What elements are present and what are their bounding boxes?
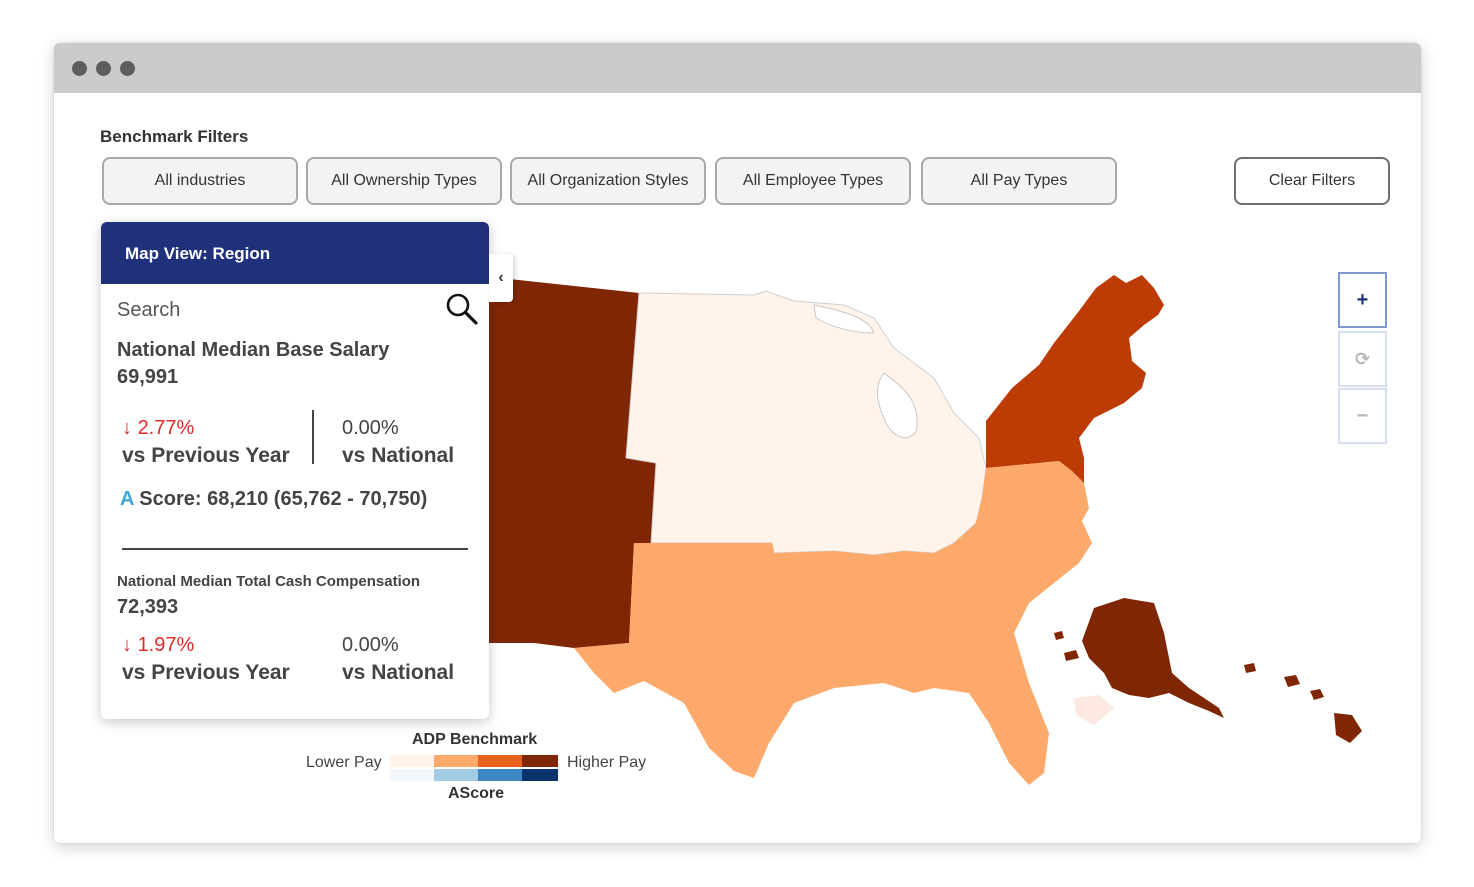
legend-ascore-swatch-2 [434, 769, 478, 781]
legend-low-label: Lower Pay [306, 754, 382, 771]
window-titlebar [54, 43, 1421, 93]
base-salary-label: National Median Base Salary [117, 339, 390, 361]
region-south[interactable] [574, 461, 1092, 785]
window-dot-minimize[interactable] [96, 61, 111, 76]
region-midwest[interactable] [625, 290, 987, 556]
zoom-in-button[interactable]: + [1338, 272, 1387, 328]
browser-window: Benchmark Filters All industries All Own… [54, 43, 1421, 843]
total-cash-national-label: vs National [342, 661, 455, 684]
panel-collapse-button[interactable]: ‹ [489, 254, 513, 302]
region-alaska[interactable] [1082, 598, 1224, 718]
base-salary-national-pct: 0.00% [342, 417, 399, 439]
arrow-down-icon: ↓ [122, 634, 132, 656]
arrow-down-icon: ↓ [122, 417, 132, 439]
region-northeast[interactable] [986, 275, 1164, 471]
zoom-out-button[interactable]: − [1338, 388, 1387, 444]
region-west[interactable] [454, 273, 656, 648]
total-cash-prev-year-change: ↓ 1.97% [122, 634, 194, 657]
filter-organization-button[interactable]: All Organization Styles [510, 157, 706, 205]
ascore-text: Score: 68,210 (65,762 - 70,750) [139, 488, 428, 510]
zoom-reset-button[interactable]: ⟳ [1338, 331, 1387, 387]
region-hawaii[interactable] [1334, 713, 1362, 743]
base-salary-value: 69,991 [117, 366, 179, 388]
alaska-panhandle-light [1074, 695, 1114, 725]
total-cash-prev-year-pct: 1.97% [137, 634, 195, 656]
panel-title: Map View: Region [101, 222, 489, 284]
stat-divider [312, 410, 314, 464]
search-label[interactable]: Search [117, 299, 181, 321]
ascore-letter: A [120, 488, 134, 510]
clear-filters-button[interactable]: Clear Filters [1234, 157, 1390, 205]
legend-ascore-swatch-3 [478, 769, 522, 781]
hawaii-islands [1244, 663, 1324, 700]
panel-divider [122, 548, 468, 550]
window-dot-close[interactable] [72, 61, 87, 76]
legend-pay-swatch-1 [390, 755, 434, 767]
region-map [390, 273, 1362, 785]
window-dot-maximize[interactable] [120, 61, 135, 76]
search-icon[interactable] [445, 292, 479, 326]
lake-superior [813, 304, 875, 334]
total-cash-value: 72,393 [117, 596, 179, 618]
total-cash-label: National Median Total Cash Compensation [117, 573, 421, 590]
legend-title: ADP Benchmark [412, 731, 538, 748]
base-salary-national-label: vs National [342, 444, 455, 467]
legend-high-label: Higher Pay [567, 754, 647, 771]
map-info-panel: Map View: Region Search National Median … [101, 222, 489, 719]
total-cash-prev-year-label: vs Previous Year [122, 661, 290, 684]
filter-employee-button[interactable]: All Employee Types [715, 157, 911, 205]
filter-ownership-button[interactable]: All Ownership Types [306, 157, 502, 205]
total-cash-national-pct: 0.00% [342, 634, 399, 656]
legend-ascore-swatch-4 [522, 769, 558, 781]
alaska-islands [1054, 631, 1079, 661]
legend-pay-swatch-4 [522, 755, 558, 767]
legend-ascore-label: AScore [448, 785, 505, 802]
legend-pay-swatch-2 [434, 755, 478, 767]
benchmark-filters-title: Benchmark Filters [100, 127, 249, 146]
base-salary-prev-year-change: ↓ 2.77% [122, 417, 194, 440]
base-salary-prev-year-label: vs Previous Year [122, 444, 290, 467]
great-lakes [877, 372, 918, 439]
base-salary-prev-year-pct: 2.77% [137, 417, 195, 439]
legend-pay-swatch-3 [478, 755, 522, 767]
filter-industries-button[interactable]: All industries [102, 157, 298, 205]
legend-ascore-swatch-1 [390, 769, 434, 781]
legend-swatches [390, 755, 558, 781]
region-northeast-nj [1072, 453, 1084, 483]
ascore-line: A Score: 68,210 (65,762 - 70,750) [120, 488, 427, 511]
filter-pay-button[interactable]: All Pay Types [921, 157, 1117, 205]
